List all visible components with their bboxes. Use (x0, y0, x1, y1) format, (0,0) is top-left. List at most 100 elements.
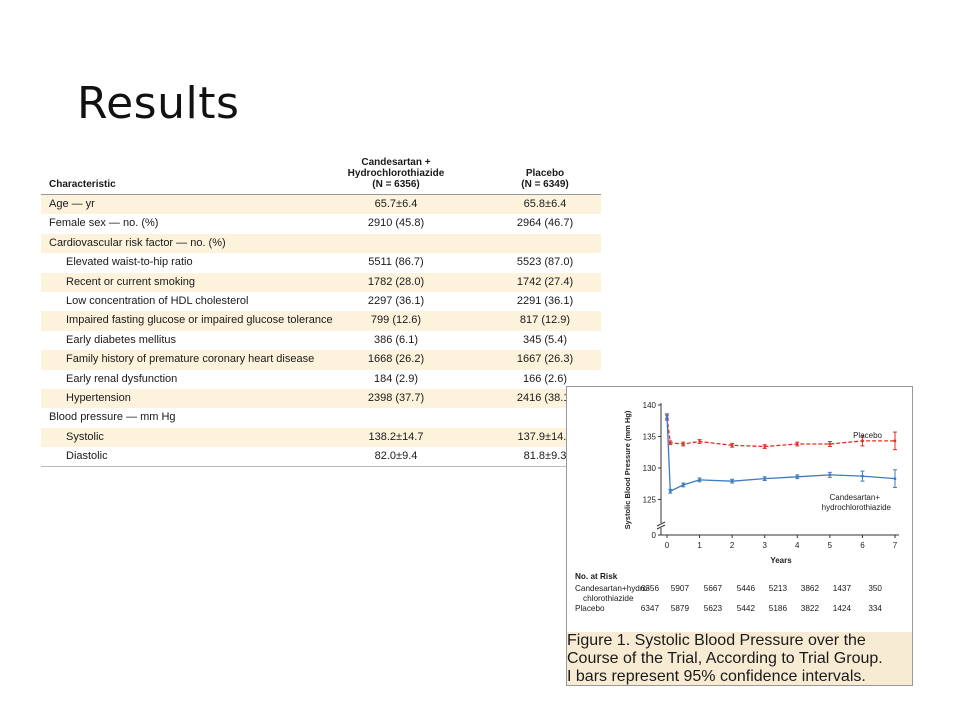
table-row: Recent or current smoking 1782 (28.0) 1742… (41, 272, 601, 292)
row-label: Family history of premature coronary hea… (66, 353, 315, 366)
candesartan-value: 184 (2.9) (373, 372, 419, 385)
caption-box: Figure 1. Systolic Blood Pressure over t… (567, 632, 912, 685)
row-label: Early renal dysfunction (66, 372, 178, 385)
row-label: Systolic (66, 430, 104, 443)
placebo-value: 1742 (27.4) (516, 275, 574, 288)
x-tick-label: 7 (893, 541, 898, 550)
x-axis-label: Years (770, 556, 792, 565)
table-row: Blood pressure — mm Hg (41, 408, 601, 427)
data-point (669, 441, 672, 444)
risk-count: 5879 (670, 604, 689, 613)
row-label: Low concentration of HDL cholesterol (66, 294, 249, 307)
x-tick-label: 3 (762, 541, 767, 550)
risk-count: 5623 (703, 604, 722, 613)
table-row: Systolic 138.2±14.7 137.9±14.8 (41, 427, 601, 448)
data-point (893, 439, 897, 443)
row-label: Female sex — no. (%) (49, 217, 159, 230)
placebo-value: 2291 (36.1) (516, 294, 574, 307)
row-label: Cardiovascular risk factor — no. (%) (49, 236, 226, 249)
table-row: Elevated waist-to-hip ratio 5511 (86.7) 55… (41, 253, 601, 272)
y-axis-label: Systolic Blood Pressure (mm Hg) (623, 410, 632, 529)
candesartan-value: 65.7±6.4 (374, 198, 418, 210)
candesartan-value: 1668 (26.2) (367, 353, 425, 366)
data-point (698, 478, 701, 482)
risk-row-label: chlorothiazide (583, 594, 634, 603)
data-point (730, 444, 734, 447)
column-header-placebo: Placebo (N = 6349) (485, 168, 605, 190)
table-row: Female sex — no. (%) 2910 (45.8) 2964 (46.… (41, 214, 601, 233)
axis-break-mark (656, 521, 666, 527)
data-point (682, 483, 685, 487)
data-point (730, 479, 734, 483)
risk-row-label: Candesartan+hydro- (575, 584, 650, 593)
series-label-candesartan: hydrochlorothiazide (822, 503, 892, 512)
table-row: Cardiovascular risk factor — no. (%) (41, 233, 601, 254)
placebo-value: 2416 (38.1) (516, 391, 574, 404)
characteristics-table: Characteristic Candesartan + Hydrochloro… (41, 150, 601, 468)
data-point (682, 442, 685, 446)
column-header-characteristic: Characteristic (49, 179, 116, 190)
placebo-value: 817 (12.9) (519, 314, 571, 327)
data-point (796, 475, 799, 478)
header-line: Candesartan + (361, 157, 431, 168)
y-tick-label: 0 (652, 531, 657, 540)
candesartan-value: 5511 (86.7) (368, 256, 424, 269)
table-row: Age — yr 65.7±6.4 65.8±6.4 (41, 195, 601, 215)
row-label: Age — yr (49, 198, 95, 210)
risk-count: 334 (868, 604, 882, 613)
row-label: Diastolic (66, 450, 108, 463)
candesartan-value: 82.0±9.4 (374, 450, 418, 463)
table-row: Early renal dysfunction 184 (2.9) 166 (2.6… (41, 370, 601, 389)
data-point (763, 445, 766, 448)
data-point (893, 477, 897, 480)
series-line-1 (666, 416, 896, 493)
row-label: Recent or current smoking (66, 275, 195, 288)
risk-count: 1437 (832, 584, 851, 593)
table-row: Hypertension 2398 (37.7) 2416 (38.1) (41, 388, 601, 409)
risk-count: 5907 (670, 584, 689, 593)
header-line: Hydrochlorothiazide (347, 168, 445, 179)
row-label: Early diabetes mellitus (66, 333, 177, 346)
series-label-candesartan: Candesartan+ (830, 493, 881, 502)
header-line: (N = 6356) (372, 179, 420, 190)
candesartan-value: 138.2±14.7 (368, 430, 424, 443)
risk-count: 6347 (640, 604, 659, 613)
placebo-value: 137.9±14.8 (517, 430, 573, 443)
number-at-risk: No. at Risk Candesartan+hydro-chlorothia… (575, 572, 905, 614)
column-header-candesartan: Candesartan + Hydrochlorothiazide (N = 6… (336, 157, 456, 190)
table-row: Family history of premature coronary hea… (41, 350, 601, 370)
placebo-value: 345 (5.4) (522, 333, 568, 346)
risk-count: 1424 (832, 604, 851, 613)
x-tick-label: 6 (860, 541, 865, 550)
axis-break-mark (656, 524, 666, 530)
header-line: (N = 6349) (521, 179, 569, 190)
data-point (665, 415, 669, 418)
risk-row: Candesartan+hydro-chlorothiazide 6356 5907… (575, 584, 905, 604)
data-point (828, 442, 832, 446)
caption-label: Figure 1. (567, 632, 631, 649)
row-label: Blood pressure — mm Hg (49, 411, 176, 424)
header-line: Placebo (525, 168, 565, 179)
candesartan-value: 2398 (37.7) (367, 391, 425, 404)
series-label-placebo: Placebo (853, 431, 882, 440)
candesartan-value: 2910 (45.8) (367, 217, 425, 230)
row-label: Elevated waist-to-hip ratio (66, 256, 193, 269)
placebo-value: 166 (2.6) (522, 372, 568, 385)
series-line-0 (666, 417, 895, 448)
table-row: Early diabetes mellitus 386 (6.1) 345 (5.4… (41, 331, 601, 350)
data-point (828, 473, 832, 477)
row-label: Hypertension (66, 391, 131, 404)
placebo-value: 1667 (26.3) (516, 353, 574, 366)
data-point (861, 474, 864, 478)
data-point (669, 490, 672, 493)
caption-note: I bars represent 95% confidence interval… (567, 668, 866, 685)
bp-chart: 0 125 130 135 140 0 1 2 3 4 5 6 7 Years Systolic Blood… (623, 401, 899, 565)
data-point (861, 439, 864, 443)
candesartan-value: 2297 (36.1) (367, 294, 425, 307)
placebo-value: 5523 (87.0) (516, 256, 574, 269)
placebo-value: 81.8±9.3 (523, 450, 567, 463)
x-tick-label: 2 (730, 541, 735, 550)
risk-count: 5186 (768, 604, 787, 613)
caption-title: Systolic Blood Pressure over the Course … (567, 632, 883, 667)
row-label: Impaired fasting glucose or impaired glu… (66, 314, 333, 327)
